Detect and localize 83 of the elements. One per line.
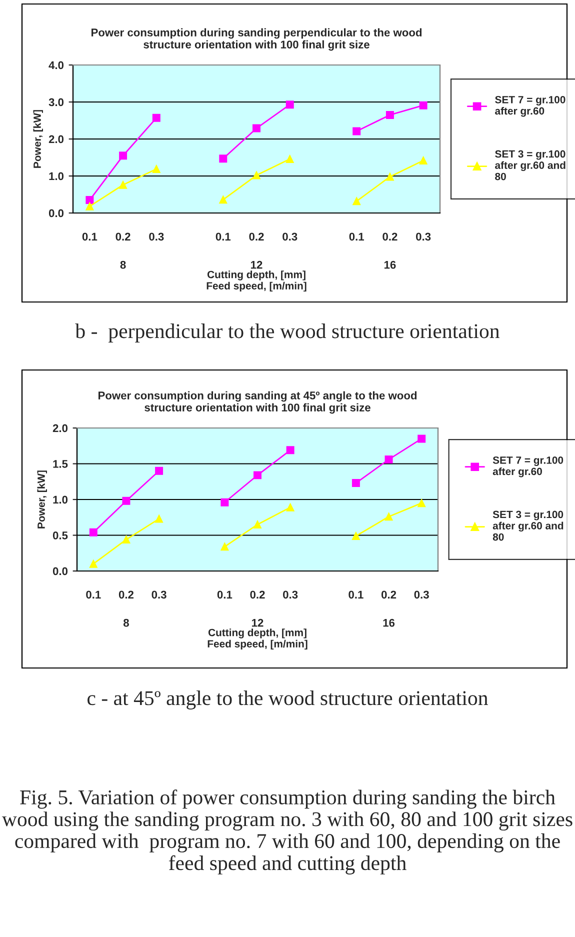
point xyxy=(155,514,164,523)
point xyxy=(89,528,98,536)
text: 16 xyxy=(383,618,395,627)
y-tick-label: 0.5 xyxy=(52,532,68,540)
point xyxy=(254,520,262,529)
point xyxy=(286,446,294,454)
point xyxy=(252,171,260,180)
x-tick-label: 0.2 xyxy=(381,590,396,599)
x-tick-label: 0.1 xyxy=(217,590,232,599)
legend-label: SET 3 = gr.100 after gr.60 and 80 xyxy=(495,150,566,180)
point xyxy=(386,172,394,181)
point xyxy=(86,196,94,204)
x-tick-label: 0.2 xyxy=(382,232,398,241)
point xyxy=(386,110,394,119)
text: c - at 45º angle to the wood structure orientation xyxy=(87,690,488,710)
x-tick-label: 0.2 xyxy=(118,590,134,599)
y-axis-title: Power, [kW] xyxy=(37,470,47,528)
point xyxy=(119,180,128,189)
text: b - perpendicular to the wood structure orientation xyxy=(75,324,500,342)
x-tick-label: 0.1 xyxy=(216,232,231,241)
point xyxy=(352,197,361,206)
point xyxy=(220,498,229,506)
x-tick-label: 0.3 xyxy=(152,590,166,599)
y-tick-label: 0.0 xyxy=(48,209,64,218)
x-tick-label: 0.3 xyxy=(149,232,164,241)
point xyxy=(286,100,294,109)
y-axis-title: Power, [kW] xyxy=(33,110,43,168)
point xyxy=(352,479,360,488)
point xyxy=(152,164,160,173)
x-tick-label: 0.3 xyxy=(282,232,298,241)
point xyxy=(219,196,228,204)
text: 12 xyxy=(251,260,262,269)
point xyxy=(286,503,294,512)
y-tick-label: 1.0 xyxy=(53,496,68,504)
point xyxy=(155,466,164,475)
x-tick-label: 0.1 xyxy=(348,590,364,599)
x-axis-title: Cutting depth, [mm] Feed speed, [m/min] xyxy=(206,270,306,292)
legend-label: SET 7 = gr.100 after gr.60 xyxy=(495,96,566,117)
caption: Fig. 5. Variation of power consumption during sanding the birch wood using the sanding program no. 3 with 60, 80 and 100 grit sizes compared with program no. 7 with 60 and 100, depending on the feed speed and cutting depth xyxy=(2,790,572,874)
x-tick-label: 0.1 xyxy=(349,232,364,241)
point xyxy=(89,560,98,568)
legend-label: SET 7 = gr.100 after gr.60 xyxy=(492,456,564,478)
y-tick-label: 1.0 xyxy=(49,172,64,180)
point xyxy=(418,499,426,508)
point xyxy=(352,127,361,136)
point xyxy=(252,124,260,132)
chart-title: Power consumption during sanding perpendicular to the wood structure orientation with 100 final grit size xyxy=(92,28,422,51)
x-tick-label: 0.2 xyxy=(249,232,264,241)
y-tick-label: 2.0 xyxy=(52,424,68,432)
x-tick-label: 0.1 xyxy=(86,590,101,599)
x-tick-label: 0.1 xyxy=(82,232,98,241)
point xyxy=(122,536,130,544)
x-tick-label: 0.3 xyxy=(416,232,431,241)
point xyxy=(418,434,426,443)
y-tick-label: 3.0 xyxy=(48,98,64,106)
x-axis-title: Cutting depth, [mm] Feed speed, [m/min] xyxy=(208,628,308,650)
point xyxy=(254,471,262,480)
point xyxy=(152,114,160,122)
point xyxy=(122,496,130,505)
x-tick-label: 0.3 xyxy=(414,590,429,599)
point xyxy=(219,154,228,163)
point xyxy=(352,532,360,540)
point xyxy=(86,202,94,210)
y-tick-label: 4.0 xyxy=(48,61,64,70)
point xyxy=(220,542,229,551)
point xyxy=(119,152,128,160)
point xyxy=(419,101,428,110)
x-tick-label: 0.3 xyxy=(283,590,298,599)
point xyxy=(286,154,294,163)
text: 8 xyxy=(123,618,129,627)
text: 8 xyxy=(120,260,126,269)
point xyxy=(419,156,428,164)
legend-label: SET 3 = gr.100 after gr.60 and 80 xyxy=(492,510,564,541)
x-tick-label: 0.2 xyxy=(116,232,130,241)
y-tick-label: 0.0 xyxy=(52,567,68,576)
x-tick-label: 0.2 xyxy=(250,590,265,599)
chart-title: Power consumption during sanding at 45º angle to the wood structure orientation with 100 final grit size xyxy=(98,391,417,414)
y-tick-label: 2.0 xyxy=(48,135,64,144)
text: 12 xyxy=(252,618,264,627)
text: 16 xyxy=(384,260,396,269)
point xyxy=(384,455,393,464)
y-tick-label: 1.5 xyxy=(53,460,68,468)
point xyxy=(384,512,393,521)
